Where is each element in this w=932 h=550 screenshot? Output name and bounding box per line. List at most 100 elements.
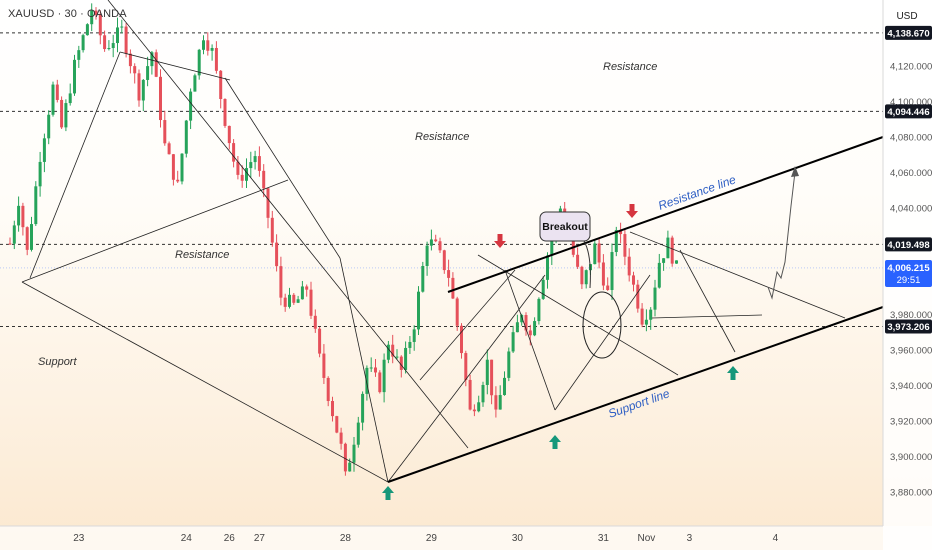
candle [369,367,373,369]
candle [490,359,494,396]
resistance-label-left: Resistance [175,249,229,261]
candle [68,93,72,104]
resistance-label-mid: Resistance [415,131,469,143]
candle [64,103,68,128]
candle [451,277,455,299]
x-tick-label: 26 [224,533,236,544]
trend-line [339,257,389,483]
level-price-label: 4,094.446 [887,107,929,118]
x-tick-label: 27 [254,533,266,544]
trend-line [29,51,121,279]
candle [42,138,46,162]
candle [111,43,115,49]
candle [331,401,334,417]
trend-line [651,314,763,319]
candle [610,252,614,290]
candle [309,289,313,316]
trend-line [21,179,289,283]
candle [378,372,382,393]
candle [103,35,107,50]
candle [343,443,347,472]
level-price-label: 4,138.670 [887,28,929,39]
candle [348,462,352,472]
candle [25,227,29,250]
candle [593,243,597,265]
trend-line [504,269,556,411]
up-arrow-icon [727,366,739,380]
level-price-label: 4,019.498 [887,240,929,251]
candle [38,161,42,187]
y-tick-label: 4,120.000 [890,62,932,73]
candle [520,315,524,323]
candle [455,298,459,326]
candle [417,291,420,330]
candle [300,286,304,300]
resistance-label-top: Resistance [603,61,657,73]
candle [318,328,322,354]
x-tick-label: 31 [598,533,610,544]
candle [644,319,648,325]
up-arrow-icon [382,486,394,500]
candle [472,409,476,412]
candle [614,230,618,253]
trend-line [224,77,341,259]
candle [266,188,270,218]
candle [279,266,283,298]
candle [533,321,537,336]
candle [227,125,231,144]
candle [60,99,64,128]
candle [576,254,580,267]
candle [374,367,377,373]
candle [292,294,296,303]
candle [494,395,498,410]
candle [180,153,184,182]
candle [322,353,326,378]
breakout-callout [539,211,591,242]
candle [395,356,399,358]
candle [176,179,180,182]
candle [662,258,666,263]
symbol-label[interactable]: XAUUSD · 30 · OANDA [8,8,127,20]
candle [670,237,674,264]
y-tick-label: 4,080.000 [890,133,932,144]
candle [580,266,584,285]
candle [206,40,210,51]
candle [408,341,412,348]
candle [94,10,98,15]
candle [352,444,356,463]
candle [219,70,223,100]
y-tick-label: 3,920.000 [890,417,932,428]
candle [283,297,287,307]
y-tick-label: 4,040.000 [890,204,932,215]
candle [503,377,506,396]
candle [425,245,429,266]
candle [240,174,244,181]
projection-arrowhead [791,166,799,177]
candle [171,154,175,180]
candle [197,49,201,76]
candle [601,262,605,286]
candle [442,250,446,271]
candle [120,26,124,28]
candle [485,359,489,385]
candle [163,120,167,144]
candle [159,76,162,121]
candle [666,237,670,259]
trend-line [679,249,736,353]
candle [249,162,253,169]
level-price-label: 3,973.206 [887,322,929,333]
candle [90,10,94,25]
candle [223,99,227,126]
support-line-label: Support line [606,386,671,421]
breakout-pointer [583,240,591,289]
candle [636,284,640,309]
candle [296,299,300,303]
candle [184,120,188,154]
candle [653,287,657,310]
candle [421,265,425,292]
candle [498,395,502,410]
x-tick-label: Nov [638,533,656,544]
candle [326,377,330,402]
